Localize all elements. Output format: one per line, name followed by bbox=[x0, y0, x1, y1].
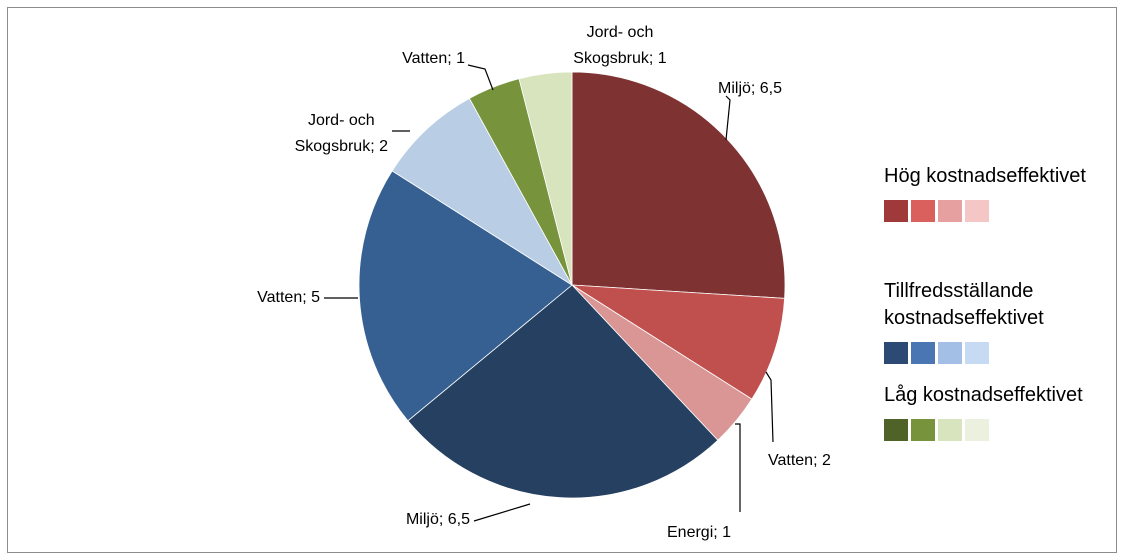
leader-line bbox=[725, 95, 731, 141]
legend-group: Låg kostnadseffektivet bbox=[884, 382, 1114, 441]
pie-slice bbox=[358, 170, 573, 422]
pie-slice bbox=[391, 97, 573, 286]
pie-slice bbox=[571, 71, 786, 299]
legend-swatch bbox=[884, 342, 908, 364]
data-label: Jord- och Skogsbruk; 2 bbox=[294, 112, 388, 155]
legend-swatch bbox=[911, 419, 935, 441]
legend-swatches bbox=[884, 200, 1114, 222]
legend-swatch bbox=[938, 419, 962, 441]
data-label: Miljö; 6,5 bbox=[718, 80, 783, 97]
data-label: Miljö; 6,5 bbox=[405, 511, 470, 528]
legend-swatch bbox=[884, 419, 908, 441]
legend-swatches bbox=[884, 419, 1114, 441]
legend-title: Tillfredsställande kostnadseffektivet bbox=[884, 280, 1044, 329]
leader-line bbox=[765, 371, 774, 443]
legend-swatch bbox=[965, 342, 989, 364]
legend-swatch bbox=[965, 419, 989, 441]
pie-slice bbox=[571, 284, 786, 400]
leader-line bbox=[735, 423, 741, 512]
legend-swatch bbox=[911, 342, 935, 364]
leader-line bbox=[473, 503, 531, 522]
legend-title: Låg kostnadseffektivet bbox=[884, 384, 1083, 406]
legend-swatch bbox=[884, 200, 908, 222]
legend-group: Tillfredsställande kostnadseffektivet bbox=[884, 278, 1114, 364]
data-label: Vatten; 1 bbox=[402, 50, 465, 67]
legend-swatch bbox=[938, 200, 962, 222]
pie-slice bbox=[518, 71, 573, 286]
legend-group: Hög kostnadseffektivet bbox=[884, 163, 1114, 222]
leader-line bbox=[467, 64, 494, 91]
data-label: Vatten; 5 bbox=[257, 289, 320, 306]
data-label: Jord- och Skogsbruk; 1 bbox=[573, 24, 667, 67]
legend-swatch bbox=[965, 200, 989, 222]
legend-title: Hög kostnadseffektivet bbox=[884, 165, 1086, 187]
legend-swatches bbox=[884, 342, 1114, 364]
chart-border bbox=[7, 7, 1117, 553]
data-label: Vatten; 2 bbox=[768, 452, 831, 469]
legend-swatch bbox=[911, 200, 935, 222]
data-label: Energi; 1 bbox=[667, 524, 732, 541]
legend-swatch bbox=[938, 342, 962, 364]
pie-slice bbox=[407, 284, 719, 499]
